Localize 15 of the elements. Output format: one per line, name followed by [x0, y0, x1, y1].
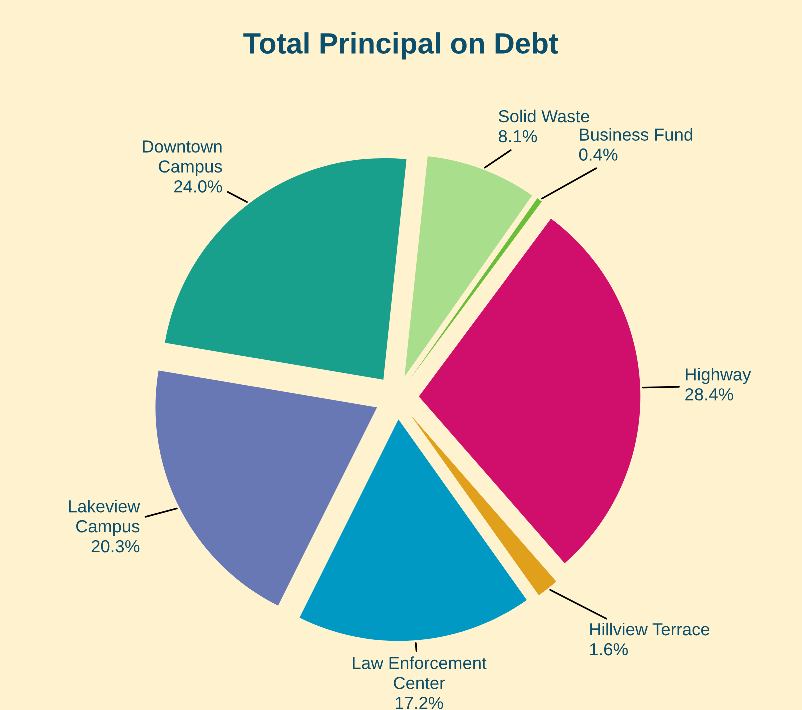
data-label: 8.1% — [498, 130, 538, 143]
slice-label: Lakeview Campus — [69, 500, 140, 536]
data-label: 17.2% — [396, 697, 444, 710]
data-label: 28.4% — [686, 388, 734, 401]
data-label: 1.6% — [590, 643, 628, 656]
slice-label: Downtown Campus — [143, 140, 222, 176]
slice-label: Highway — [686, 368, 752, 384]
slice-label: Business Fund — [580, 128, 692, 141]
slice-label: Solid Waste — [499, 110, 590, 123]
chart-title: Total Principal on Debt — [244, 32, 558, 60]
data-label: 20.3% — [92, 540, 140, 553]
slice-label: Law Enforcement Center — [353, 656, 487, 690]
slice-label: Hillview Terrace — [590, 622, 710, 636]
data-label: 24.0% — [174, 180, 222, 193]
data-label: 0.4% — [579, 148, 618, 161]
